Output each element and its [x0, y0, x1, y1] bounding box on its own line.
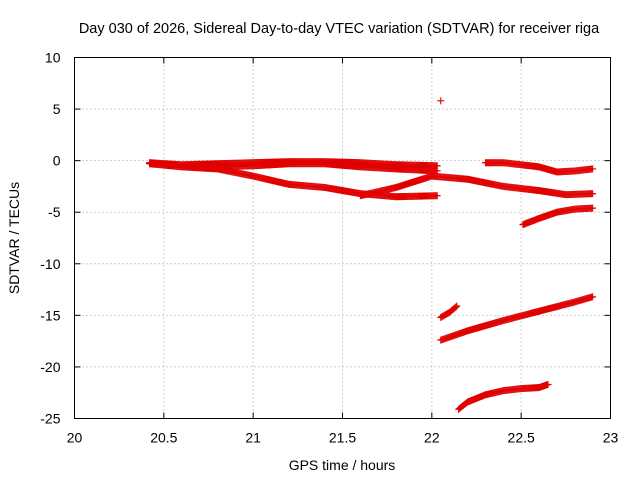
- y-tick-label: -20: [40, 359, 60, 375]
- data-point: [589, 190, 597, 198]
- data-point: [589, 165, 597, 173]
- data-point: [433, 192, 441, 200]
- data-point: [589, 204, 597, 212]
- series-outlier: [437, 97, 445, 105]
- x-tick-label: 21.5: [329, 430, 356, 446]
- data-point: [452, 303, 460, 311]
- x-tick-label: 23: [603, 430, 619, 446]
- series-track-c: [178, 160, 441, 175]
- x-axis-label: GPS time / hours: [289, 457, 396, 473]
- chart-title: Day 030 of 2026, Sidereal Day-to-day VTE…: [79, 21, 600, 37]
- data-point: [453, 302, 461, 310]
- y-tick-label: -25: [40, 411, 60, 427]
- series-track-d: [356, 172, 597, 200]
- x-tick-label: 20: [67, 430, 83, 446]
- x-tick-labels: 20 20.5 21 21.5 22 22.5 23: [67, 430, 619, 446]
- y-tick-label: 0: [53, 153, 61, 169]
- y-tick-labels: 10 5 0 -5 -10 -15 -20 -25: [40, 50, 60, 427]
- data-point: [437, 97, 445, 105]
- series-track-e: [481, 159, 597, 176]
- y-tick-label: -10: [40, 256, 60, 272]
- x-tick-label: 22: [424, 430, 440, 446]
- series-track-i: [455, 380, 552, 413]
- data-points: [146, 97, 597, 413]
- grid-lines: [74, 57, 611, 419]
- x-tick-label: 20.5: [150, 430, 177, 446]
- y-tick-label: -15: [40, 307, 60, 323]
- y-tick-label: -5: [48, 204, 61, 220]
- data-point: [589, 293, 597, 301]
- x-tick-label: 21: [245, 430, 261, 446]
- series-track-h: [437, 293, 597, 344]
- plot-frame: [74, 57, 611, 419]
- data-point: [544, 380, 552, 388]
- y-axis-label: SDTVAR / TECUs: [6, 182, 22, 294]
- y-tick-label: 5: [53, 101, 61, 117]
- series-track-f: [519, 204, 597, 229]
- y-tick-label: 10: [45, 50, 61, 66]
- series-track-g: [437, 302, 461, 321]
- x-tick-label: 22.5: [508, 430, 535, 446]
